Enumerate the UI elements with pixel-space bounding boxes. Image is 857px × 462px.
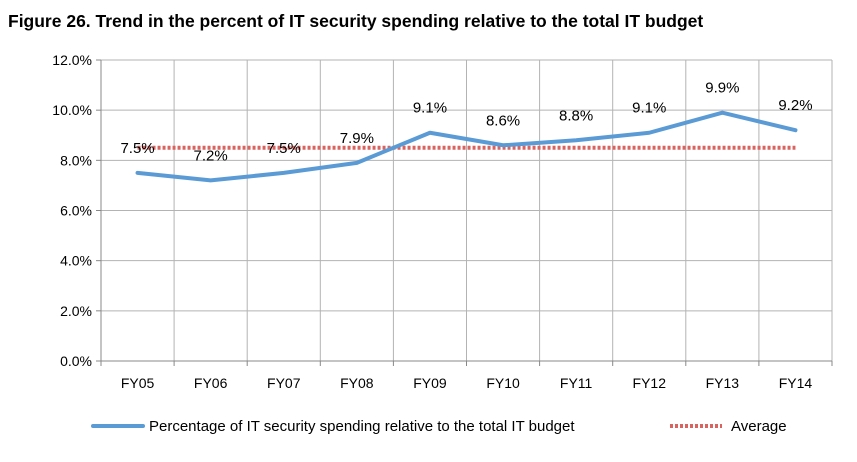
data-label: 7.9%	[340, 130, 374, 147]
legend-label-percentage: Percentage of IT security spending relat…	[149, 418, 575, 435]
y-tick-label: 4.0%	[60, 253, 92, 269]
data-label: 7.2%	[194, 147, 228, 164]
data-label: 8.6%	[486, 112, 520, 129]
x-tick-label: FY11	[560, 375, 593, 391]
x-tick-label: FY13	[706, 375, 740, 391]
x-tick-label: FY05	[121, 375, 155, 391]
y-tick-label: 12.0%	[52, 52, 92, 68]
legend: Percentage of IT security spending relat…	[91, 418, 787, 435]
y-tick-label: 8.0%	[60, 152, 92, 168]
y-tick-label: 10.0%	[52, 102, 92, 118]
x-axis-ticks: FY05 FY06 FY07 FY08 FY09 FY10 FY11 FY12 FY13 FY14	[121, 375, 813, 391]
data-label: 8.8%	[559, 107, 593, 124]
data-label: 9.9%	[705, 80, 739, 97]
y-tick-label: 6.0%	[60, 203, 92, 219]
x-tick-label: FY09	[413, 375, 447, 391]
grid-lines	[100, 59, 833, 362]
x-tick-label: FY10	[486, 375, 520, 391]
data-label: 7.5%	[120, 140, 154, 157]
x-tick-label: FY07	[267, 375, 301, 391]
x-tick-label: FY08	[340, 375, 374, 391]
data-label: 9.2%	[778, 97, 812, 114]
data-label: 7.5%	[267, 140, 301, 157]
data-labels: 7.5% 7.2% 7.5% 7.9% 9.1% 8.6% 8.8% 9.1% 9.9% 9.2%	[120, 80, 812, 165]
data-label: 9.1%	[632, 100, 666, 117]
legend-label-average: Average	[731, 418, 787, 435]
data-label: 9.1%	[413, 100, 447, 117]
chart-title: Figure 26. Trend in the percent of IT se…	[8, 11, 704, 31]
y-axis-ticks: 0.0% 2.0% 4.0% 6.0% 8.0% 10.0% 12.0%	[52, 52, 92, 369]
axes	[96, 59, 833, 366]
y-tick-label: 0.0%	[60, 353, 92, 369]
percentage-series-line	[135, 110, 798, 183]
y-tick-label: 2.0%	[60, 303, 92, 319]
x-tick-label: FY12	[633, 375, 667, 391]
x-tick-label: FY14	[779, 375, 813, 391]
series-lines	[135, 110, 798, 183]
x-tick-label: FY06	[194, 375, 228, 391]
